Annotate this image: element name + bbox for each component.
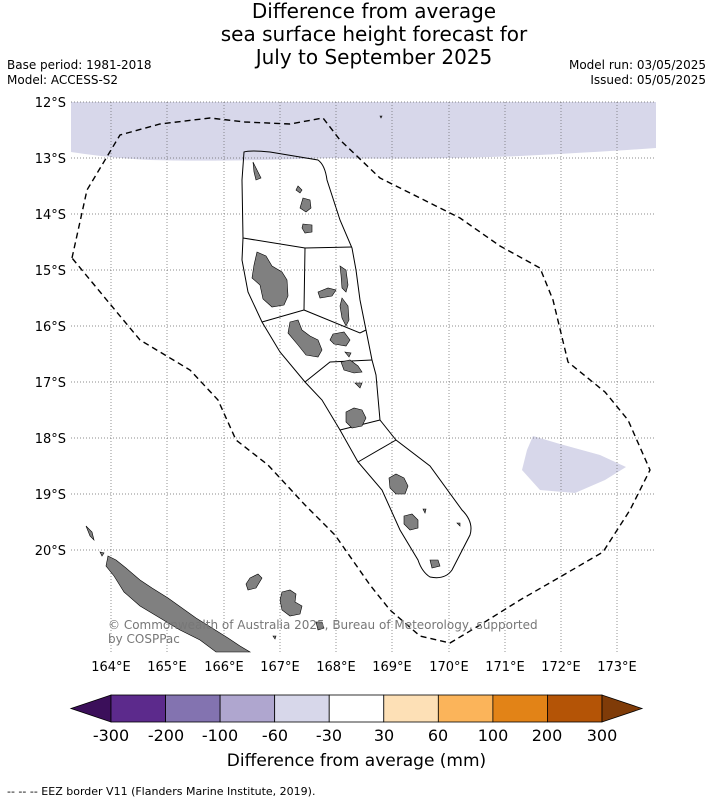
latitude-labels: 12°S 13°S 14°S 15°S 16°S 17°S 18°S 19°S … — [35, 96, 66, 559]
eez-legend: -- -- -- EEZ border V11 (Flanders Marine… — [7, 785, 316, 798]
anomaly-patch-east — [522, 436, 626, 493]
copyright-line-2: by COSPPac — [108, 632, 180, 646]
lon-label: 170°E — [429, 660, 469, 675]
colorbar-extend-low — [69, 694, 112, 723]
lat-label: 16°S — [35, 320, 66, 335]
lat-label: 15°S — [35, 264, 66, 279]
gridlines — [71, 101, 656, 652]
colorbar-segment — [437, 694, 494, 723]
colorbar-tick: -300 — [93, 726, 129, 745]
colorbar-ticks: -300 -200 -100 -60 -30 30 60 100 200 300 — [93, 726, 617, 745]
lat-label: 18°S — [35, 432, 66, 447]
colorbar-tick: 30 — [374, 726, 394, 745]
title-line-2: sea surface height forecast for — [220, 22, 528, 46]
lon-label: 167°E — [260, 660, 300, 675]
lon-label: 168°E — [316, 660, 356, 675]
colorbar-segment — [328, 694, 385, 723]
colorbar-tick: -200 — [148, 726, 184, 745]
colorbar-segment — [165, 694, 221, 723]
colorbar-segment — [547, 694, 603, 723]
colorbar-segment — [110, 694, 166, 723]
colorbar-segment — [492, 694, 548, 723]
colorbar-tick: -30 — [316, 726, 342, 745]
meta-right: Model run: 03/05/2025 Issued: 05/05/2025 — [569, 58, 706, 88]
lat-label: 20°S — [35, 544, 66, 559]
copyright-line-1: © Commonwealth of Australia 2025, Bureau… — [108, 618, 538, 632]
lon-label: 166°E — [204, 660, 244, 675]
colorbar-tick: 60 — [428, 726, 448, 745]
map-title: Difference from average sea surface heig… — [0, 0, 713, 69]
eez-border — [71, 117, 651, 644]
map-frame — [71, 102, 656, 652]
new-caledonia — [85, 525, 325, 653]
colorbar-segment — [274, 694, 330, 723]
lon-label: 173°E — [597, 660, 637, 675]
model-run: Model run: 03/05/2025 — [568, 58, 706, 72]
meta-left: Base period: 1981-2018 Model: ACCESS-S2 — [7, 58, 152, 88]
colorbar-title: Difference from average (mm) — [226, 751, 487, 771]
colorbar-tick: -100 — [202, 726, 238, 745]
lat-label: 19°S — [35, 488, 66, 503]
colorbar-tick: 200 — [532, 726, 563, 745]
anomaly-band-north — [71, 102, 656, 161]
issued-date: Issued: 05/05/2025 — [590, 73, 706, 87]
lon-label: 171°E — [485, 660, 525, 675]
map-panel: © Commonwealth of Australia 2025, Bureau… — [71, 101, 656, 653]
model-name: Model: ACCESS-S2 — [7, 73, 119, 87]
base-period: Base period: 1981-2018 — [7, 58, 152, 72]
lon-label: 172°E — [541, 660, 581, 675]
colorbar-extend-high — [601, 694, 644, 723]
lon-label: 169°E — [372, 660, 412, 675]
longitude-labels: 164°E 165°E 166°E 167°E 168°E 169°E 170°… — [91, 660, 637, 675]
title-line-1: Difference from average — [251, 0, 497, 23]
colorbar — [69, 694, 644, 723]
colorbar-tick: -60 — [262, 726, 288, 745]
colorbar-segment — [219, 694, 276, 723]
lat-label: 13°S — [35, 152, 66, 167]
colorbar-segment — [383, 694, 439, 723]
lat-label: 17°S — [35, 376, 66, 391]
islands — [251, 115, 461, 569]
lon-label: 165°E — [147, 660, 187, 675]
lat-label: 12°S — [35, 96, 66, 111]
colorbar-tick: 100 — [478, 726, 509, 745]
colorbar-tick: 300 — [587, 726, 618, 745]
lat-label: 14°S — [35, 208, 66, 223]
title-line-3: July to September 2025 — [255, 45, 493, 69]
lon-label: 164°E — [91, 660, 131, 675]
province-boundaries — [241, 150, 472, 579]
